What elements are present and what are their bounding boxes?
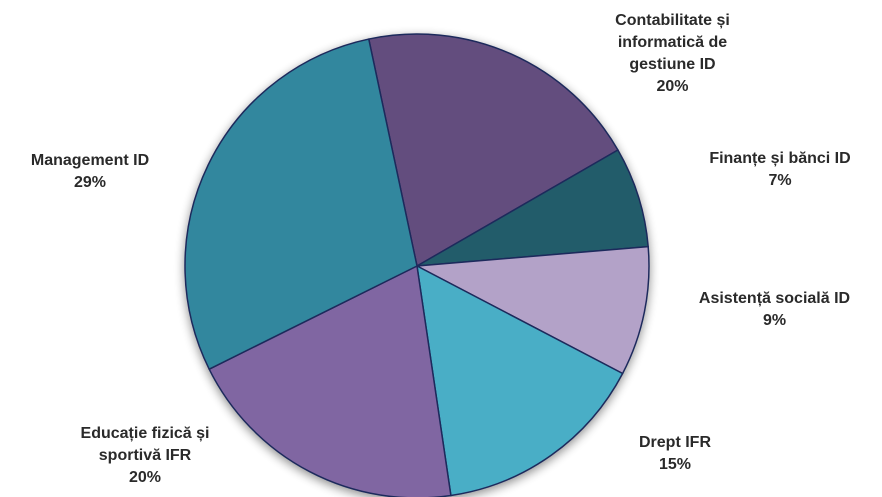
- slice-name-educatie-line2: sportivă IFR: [98, 447, 192, 464]
- slice-percent-contabilitate: 20%: [656, 78, 689, 95]
- pie-slice-asistenta: [416, 245, 650, 375]
- slice-name-contabilitate-line3: gestiune ID: [629, 56, 716, 73]
- slice-label-management: Management ID 29%: [5, 150, 175, 194]
- slice-name-contabilitate-line2: informatică de: [617, 34, 728, 51]
- pie-slice-finante: [416, 149, 649, 267]
- pie-slice-drept: [416, 265, 624, 497]
- slice-name-drept: Drept IFR: [639, 434, 711, 451]
- pie-slice-management: [184, 38, 418, 370]
- pie-slice-contabilitate: [368, 33, 619, 267]
- slice-percent-management: 29%: [73, 174, 107, 191]
- slice-name-asistenta: Asistență socială ID: [698, 290, 851, 307]
- slice-name-management: Management ID: [30, 152, 150, 169]
- slice-name-educatie-line1: Educație fizică și: [80, 425, 210, 442]
- slice-percent-finante: 7%: [768, 172, 792, 189]
- slice-label-asistenta: Asistență socială ID 9%: [672, 288, 877, 332]
- slice-percent-drept: 15%: [658, 456, 692, 473]
- slice-label-drept: Drept IFR 15%: [610, 432, 740, 476]
- slice-name-contabilitate-line1: Contabilitate și: [615, 12, 730, 29]
- slice-label-contabilitate: Contabilitate și informatică de gestiune…: [565, 10, 780, 98]
- slice-name-finante: Finanțe și bănci ID: [709, 150, 851, 167]
- slice-label-educatie: Educație fizică și sportivă IFR 20%: [40, 423, 250, 489]
- slice-percent-asistenta: 9%: [762, 312, 787, 329]
- slice-label-finante: Finanțe și bănci ID 7%: [685, 148, 875, 192]
- slice-percent-educatie: 20%: [128, 469, 162, 486]
- pie-slice-educatie: [208, 265, 452, 497]
